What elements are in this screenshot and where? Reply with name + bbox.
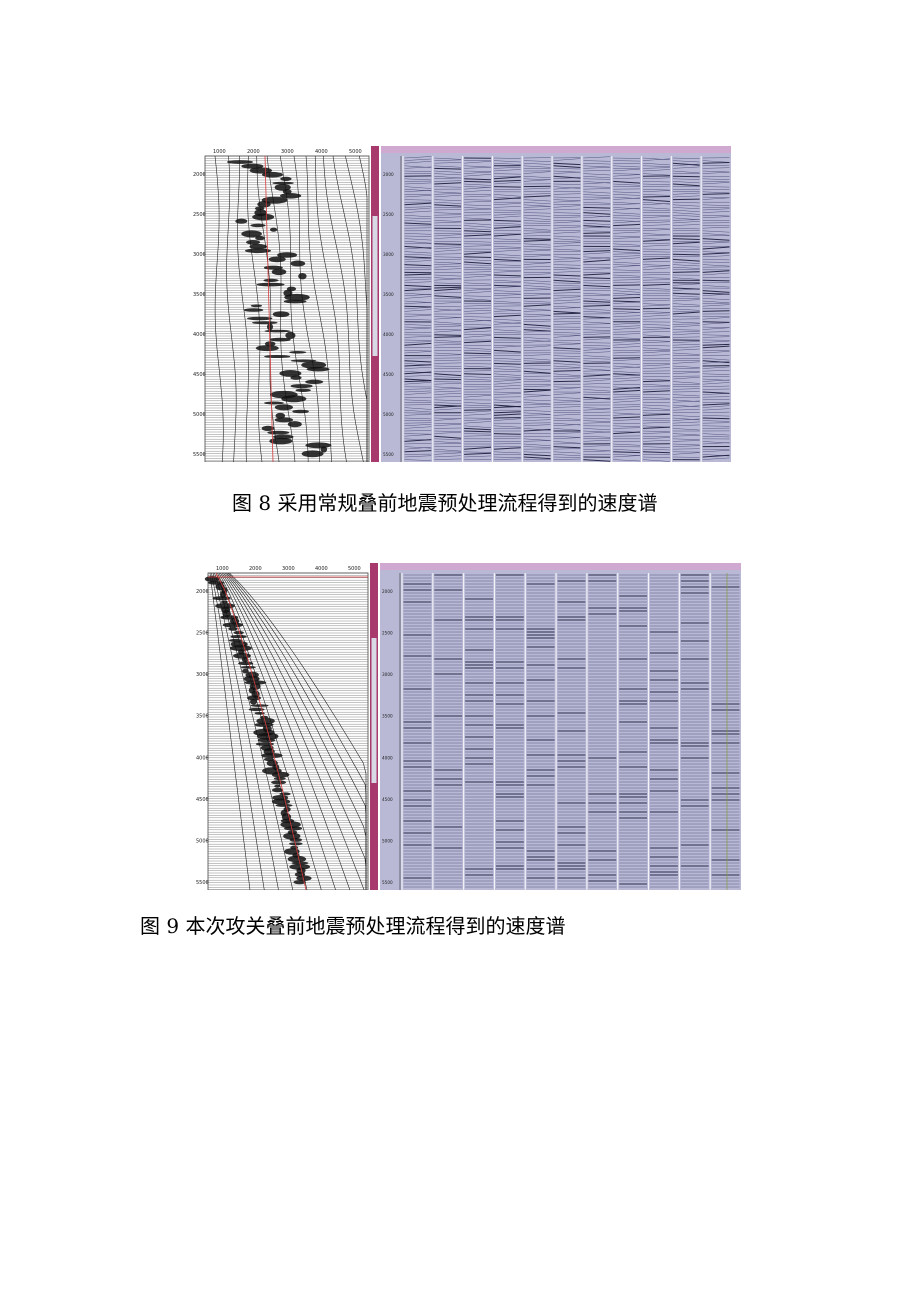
gather-time-label: 3000 xyxy=(383,252,394,257)
picked-velocity-line xyxy=(215,572,307,891)
gather-time-label: 3500 xyxy=(382,714,393,719)
time-tick-label: 5500 xyxy=(196,880,209,886)
gather-time-label: 3000 xyxy=(382,672,393,677)
gather-time-label: 2000 xyxy=(382,589,393,594)
velocity-tick-label: 1000 xyxy=(213,149,226,155)
time-tick-label: 4000 xyxy=(196,755,209,761)
velocity-tick-label: 2000 xyxy=(247,149,260,155)
velocity-tick-label: 4000 xyxy=(315,149,328,155)
gather-panel xyxy=(381,146,731,462)
energy-blobs xyxy=(226,160,332,458)
gather-panel xyxy=(380,563,741,890)
gather-header-strip xyxy=(381,146,731,153)
time-tick-label: 3500 xyxy=(196,714,209,720)
velocity-tick-label: 4000 xyxy=(315,566,328,572)
time-tick-label: 2500 xyxy=(196,631,209,637)
figure-9-caption: 图 9 本次攻关叠前地震预处理流程得到的速度谱 xyxy=(140,914,566,938)
figure-9-velocity-spectrum: 1000 2000 3000 4000 5000 2000 2500 3000 3500 4000… xyxy=(196,563,741,891)
velocity-tick-label: 3000 xyxy=(282,566,295,572)
gather-time-label: 3500 xyxy=(383,292,394,297)
velocity-tick-label: 3000 xyxy=(281,149,294,155)
energy-blobs xyxy=(204,576,312,885)
velocity-tick-label: 5000 xyxy=(348,566,361,572)
figure-8-graphic: 1000 2000 3000 4000 5000 2000 2500 3000 3500 4000… xyxy=(193,146,731,463)
time-tick-label: 2000 xyxy=(193,172,206,178)
gather-time-label: 2500 xyxy=(382,631,393,636)
time-tick-label: 3000 xyxy=(193,252,206,258)
gather-time-label: 5000 xyxy=(382,838,393,843)
velocity-tick-label: 1000 xyxy=(216,566,229,572)
gather-traces xyxy=(402,156,730,462)
picked-velocity-line xyxy=(264,155,274,463)
time-tick-label: 5000 xyxy=(193,412,206,418)
scrollbar-thumb xyxy=(372,216,378,356)
time-tick-label: 2500 xyxy=(193,212,206,218)
time-tick-label: 5500 xyxy=(193,452,206,458)
velocity-tick-label: 2000 xyxy=(249,566,262,572)
time-tick-label: 3500 xyxy=(193,292,206,298)
time-tick-label: 4000 xyxy=(193,332,206,338)
figure-9-graphic: 1000 2000 3000 4000 5000 2000 2500 3000 3500 4000… xyxy=(196,563,741,891)
scrollbar-thumb xyxy=(371,638,377,783)
gather-time-label: 4500 xyxy=(383,372,394,377)
gather-time-label: 5000 xyxy=(383,412,394,417)
gather-time-label: 5500 xyxy=(382,880,393,885)
figure-8-caption: 图 8 采用常规叠前地震预处理流程得到的速度谱 xyxy=(232,491,658,515)
time-tick-label: 2000 xyxy=(196,589,209,595)
figure-8-velocity-spectrum: 1000 2000 3000 4000 5000 2000 2500 3000 3500 4000… xyxy=(193,146,731,463)
time-tick-label: 3000 xyxy=(196,672,209,678)
velocity-contours xyxy=(214,155,368,463)
gather-header-strip xyxy=(380,563,741,570)
gather-traces xyxy=(401,573,740,890)
gather-time-label: 5500 xyxy=(383,452,394,457)
spectrum-frame xyxy=(204,155,370,463)
gather-time-label: 4000 xyxy=(383,332,394,337)
time-tick-label: 4500 xyxy=(196,797,209,803)
gather-time-label: 2000 xyxy=(383,172,394,177)
gather-time-label: 2500 xyxy=(383,212,394,217)
velocity-tick-label: 5000 xyxy=(349,149,362,155)
time-tick-label: 5000 xyxy=(196,838,209,844)
gather-time-label: 4000 xyxy=(382,755,393,760)
time-tick-label: 4500 xyxy=(193,372,206,378)
gather-time-label: 4500 xyxy=(382,797,393,802)
